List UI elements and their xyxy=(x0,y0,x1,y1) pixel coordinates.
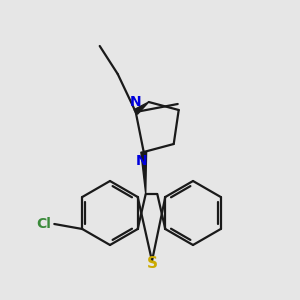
Text: N: N xyxy=(136,154,148,168)
Polygon shape xyxy=(141,152,147,194)
Text: Cl: Cl xyxy=(36,217,51,231)
Text: S: S xyxy=(146,256,158,272)
Text: N: N xyxy=(130,95,142,109)
Polygon shape xyxy=(134,102,149,114)
